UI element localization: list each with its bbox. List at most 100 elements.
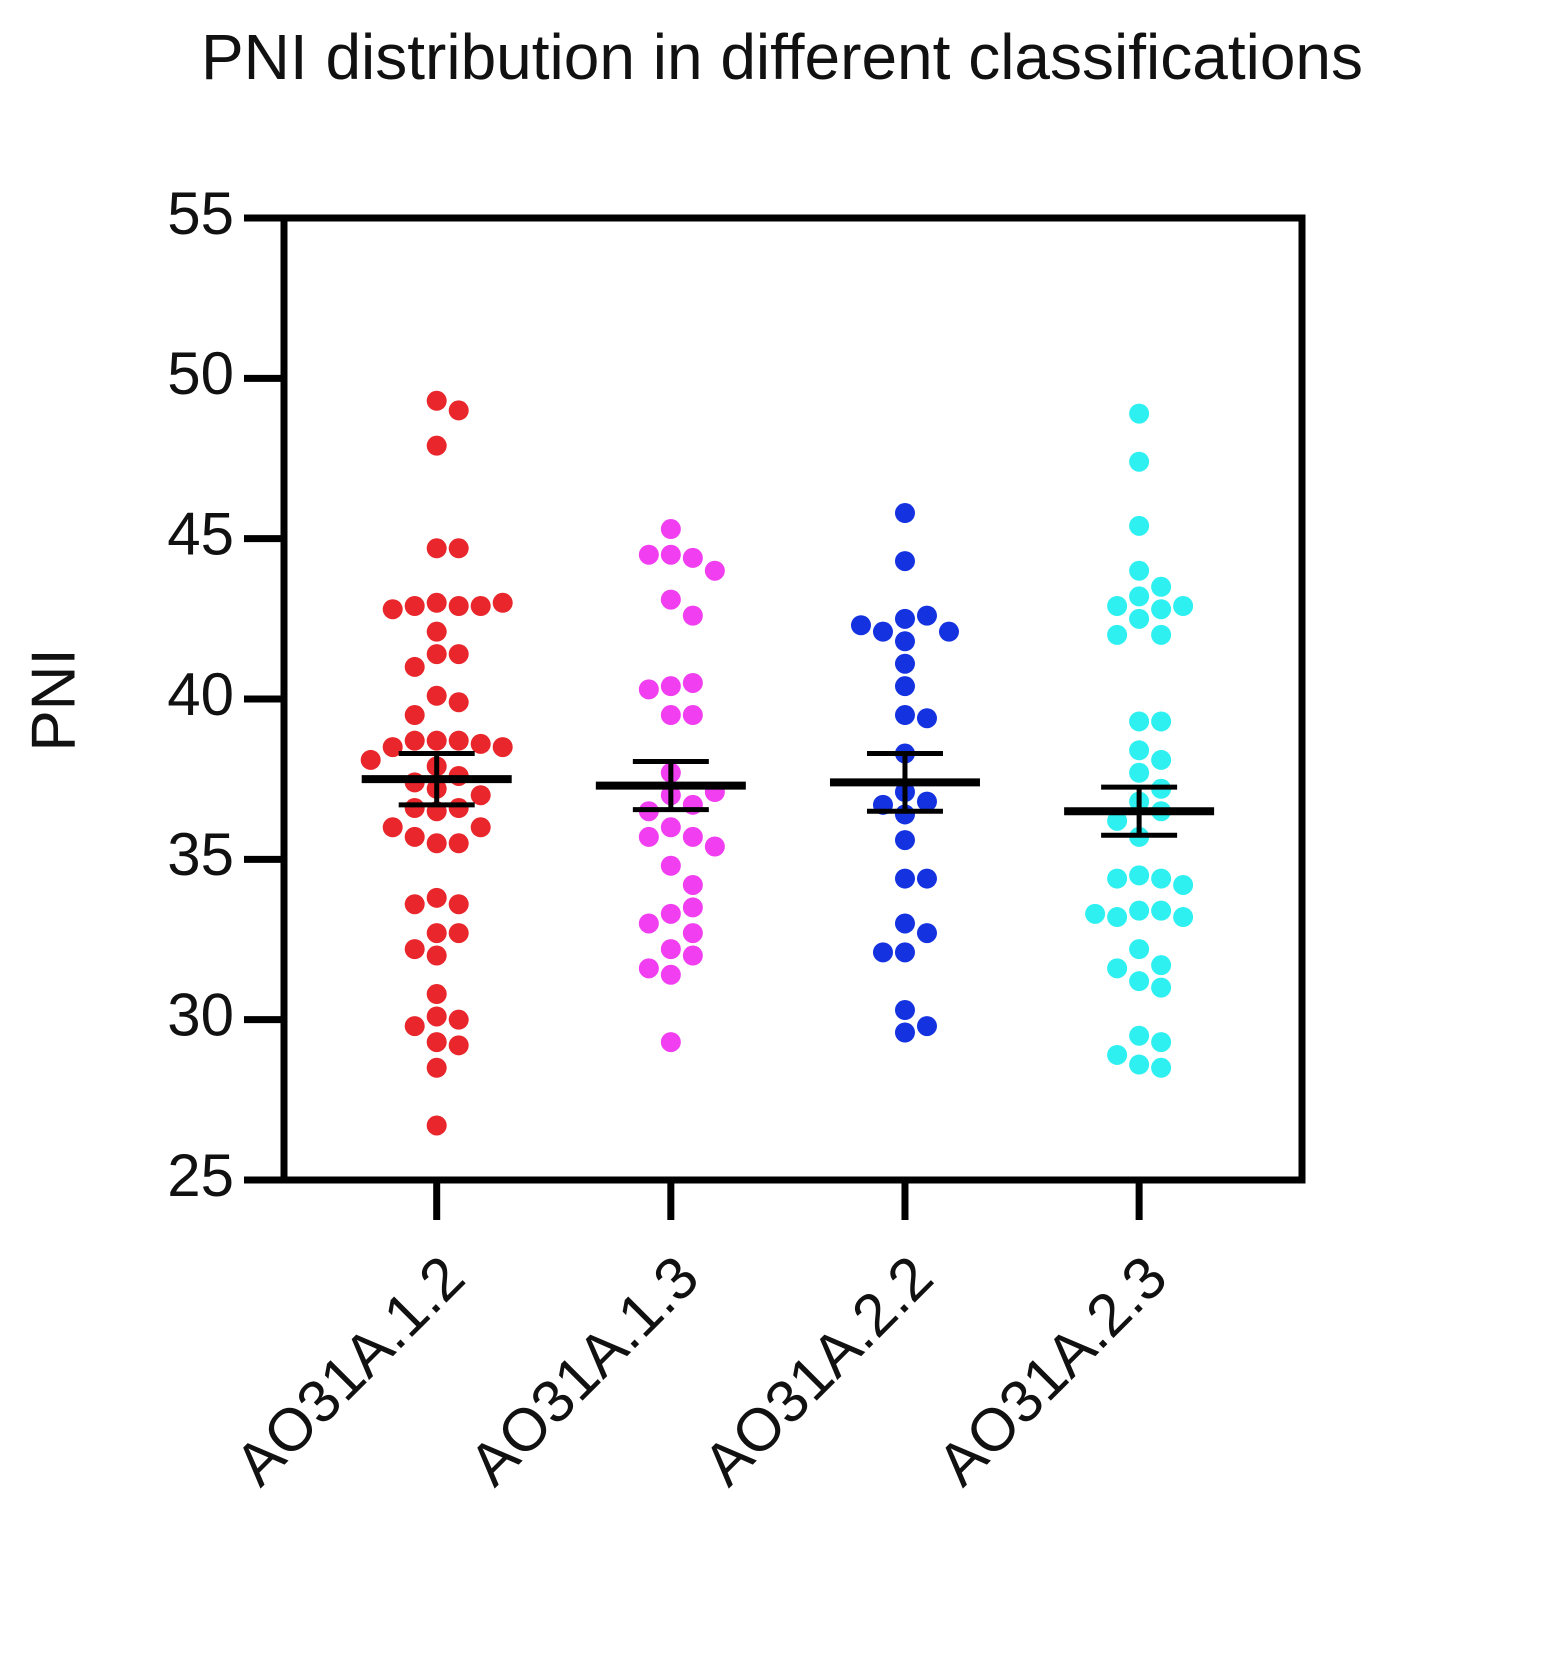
data-point xyxy=(1151,955,1172,976)
data-point xyxy=(1129,608,1150,629)
data-point xyxy=(426,730,447,751)
data-point xyxy=(850,615,871,636)
data-point xyxy=(404,894,425,915)
data-point xyxy=(426,923,447,944)
data-point xyxy=(682,672,703,693)
data-point xyxy=(448,644,469,665)
data-point xyxy=(426,1006,447,1027)
data-point xyxy=(426,390,447,411)
data-point xyxy=(660,939,681,960)
data-point xyxy=(638,958,659,979)
data-point xyxy=(1129,740,1150,761)
data-point xyxy=(1107,596,1128,617)
y-tick-label: 45 xyxy=(167,501,234,568)
data-point xyxy=(894,705,915,726)
data-point xyxy=(492,737,513,758)
data-point xyxy=(660,1032,681,1053)
data-point xyxy=(704,836,725,857)
data-point xyxy=(360,749,381,770)
data-point xyxy=(894,868,915,889)
data-point xyxy=(426,1057,447,1078)
data-point xyxy=(1107,624,1128,645)
data-point xyxy=(894,913,915,934)
data-point xyxy=(894,676,915,697)
data-point xyxy=(1173,874,1194,895)
data-point xyxy=(660,964,681,985)
data-point xyxy=(1129,711,1150,732)
data-point xyxy=(1151,576,1172,597)
data-point xyxy=(682,874,703,895)
data-point xyxy=(1151,977,1172,998)
data-point xyxy=(1107,810,1128,831)
data-point xyxy=(660,519,681,540)
data-point xyxy=(448,538,469,559)
data-point xyxy=(872,942,893,963)
data-point xyxy=(426,887,447,908)
data-point xyxy=(1129,762,1150,783)
data-point xyxy=(448,1035,469,1056)
data-point xyxy=(1173,596,1194,617)
data-point xyxy=(382,817,403,838)
data-point xyxy=(916,923,937,944)
data-point xyxy=(916,1016,937,1037)
data-point xyxy=(638,679,659,700)
data-point xyxy=(682,945,703,966)
data-point xyxy=(660,676,681,697)
data-point xyxy=(448,1009,469,1030)
data-point xyxy=(660,705,681,726)
data-point xyxy=(426,1032,447,1053)
data-point xyxy=(660,817,681,838)
data-point xyxy=(404,596,425,617)
data-point xyxy=(660,855,681,876)
data-point xyxy=(382,737,403,758)
data-point xyxy=(448,798,469,819)
data-point xyxy=(916,708,937,729)
data-point xyxy=(916,791,937,812)
data-point xyxy=(682,826,703,847)
data-point xyxy=(894,653,915,674)
data-point xyxy=(894,551,915,572)
data-point xyxy=(1129,451,1150,472)
data-point xyxy=(404,730,425,751)
data-point xyxy=(894,830,915,851)
data-point xyxy=(426,1115,447,1136)
x-tick-label: AO31A.2.2 xyxy=(690,1243,945,1498)
data-point xyxy=(638,544,659,565)
y-tick-label: 55 xyxy=(167,180,234,247)
data-point xyxy=(1107,958,1128,979)
data-point xyxy=(682,605,703,626)
data-point xyxy=(426,945,447,966)
data-point xyxy=(448,833,469,854)
data-point xyxy=(1129,900,1150,921)
data-point xyxy=(938,621,959,642)
data-point xyxy=(426,435,447,456)
data-point xyxy=(682,897,703,918)
data-point xyxy=(1151,1032,1172,1053)
data-point xyxy=(470,817,491,838)
data-point xyxy=(448,730,469,751)
data-point xyxy=(1129,586,1150,607)
data-point xyxy=(1151,624,1172,645)
data-point xyxy=(1173,907,1194,928)
data-point xyxy=(872,621,893,642)
data-point xyxy=(660,903,681,924)
y-tick-label: 40 xyxy=(167,661,234,728)
chart-title: PNI distribution in different classifica… xyxy=(201,21,1363,93)
data-point xyxy=(426,644,447,665)
data-point xyxy=(1107,1044,1128,1065)
y-tick-label: 25 xyxy=(167,1142,234,1209)
data-point xyxy=(660,544,681,565)
data-point xyxy=(894,608,915,629)
y-axis-label: PNI xyxy=(19,648,88,751)
data-point xyxy=(1151,900,1172,921)
data-point xyxy=(1129,1054,1150,1075)
data-point xyxy=(404,826,425,847)
data-point xyxy=(1129,560,1150,581)
data-point xyxy=(1129,865,1150,886)
data-point xyxy=(426,538,447,559)
data-point xyxy=(916,605,937,626)
data-point xyxy=(1129,939,1150,960)
data-point xyxy=(426,685,447,706)
y-tick-label: 35 xyxy=(167,821,234,888)
